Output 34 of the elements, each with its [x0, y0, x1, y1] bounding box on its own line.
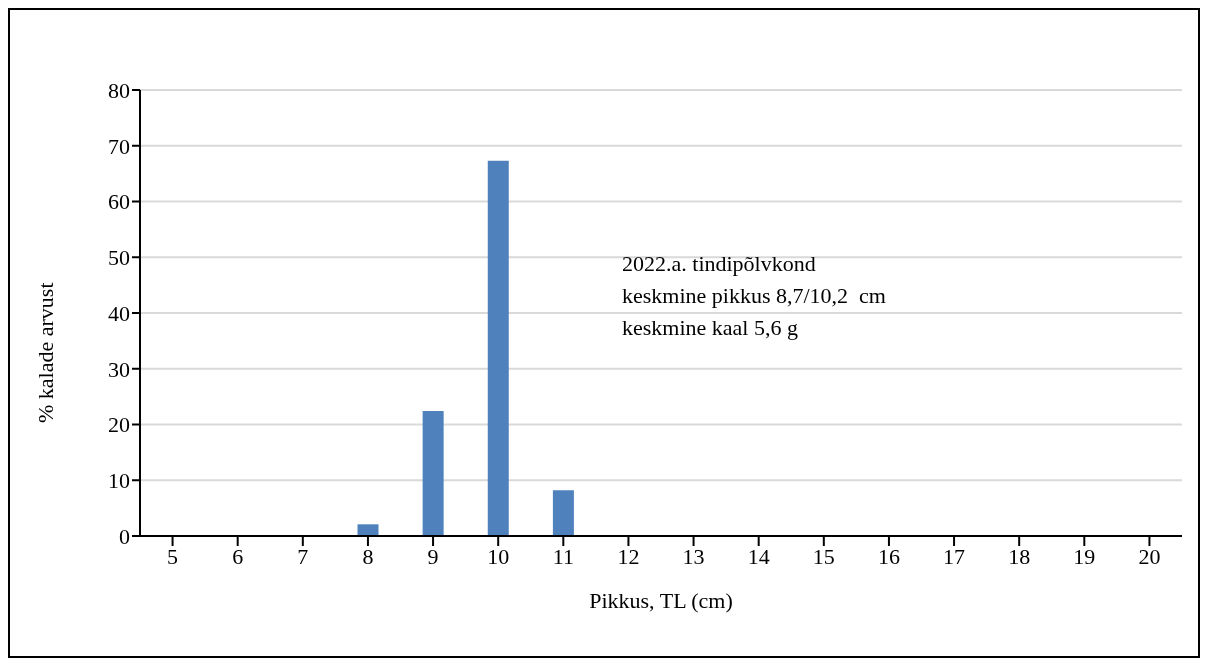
x-tick-label: 10 — [487, 543, 510, 569]
bar — [552, 490, 574, 536]
x-tick-label: 7 — [297, 543, 309, 569]
x-tick-label: 12 — [617, 543, 640, 569]
x-tick-label: 13 — [682, 543, 705, 569]
annotation: 2022.a. tindipõlvkond — [622, 250, 817, 278]
y-tick-label: 60 — [108, 189, 130, 215]
x-tick-label: 6 — [232, 543, 244, 569]
x-tick-label: 11 — [552, 543, 574, 569]
x-tick-label: 8 — [362, 543, 374, 569]
y-tick-label: 0 — [119, 523, 130, 549]
bar — [487, 160, 509, 536]
y-tick-label: 40 — [108, 300, 130, 326]
y-tick-label: 50 — [108, 245, 130, 271]
x-tick-label: 15 — [812, 543, 835, 569]
y-tick-label: 70 — [108, 133, 130, 159]
y-tick-label: 10 — [108, 468, 130, 494]
x-tick-label: 14 — [747, 543, 770, 569]
annotation: keskmine kaal 5,6 g — [622, 314, 799, 342]
x-tick-label: 20 — [1138, 543, 1161, 569]
bar — [357, 524, 379, 536]
x-tick-label: 9 — [427, 543, 439, 569]
y-tick-label: 30 — [108, 356, 130, 382]
x-tick-label: 19 — [1073, 543, 1096, 569]
x-tick-label: 16 — [877, 543, 900, 569]
y-tick-label: 20 — [108, 412, 130, 438]
y-axis-title: % kalade arvust — [32, 282, 58, 423]
annotation: keskmine pikkus 8,7/10,2 cm — [622, 282, 886, 310]
bar — [422, 411, 444, 536]
x-tick-label: 17 — [943, 543, 966, 569]
y-tick-label: 80 — [108, 77, 130, 103]
x-tick-label: 18 — [1008, 543, 1031, 569]
x-axis-title: Pikkus, TL (cm) — [589, 588, 733, 613]
x-tick-label: 5 — [167, 543, 179, 569]
